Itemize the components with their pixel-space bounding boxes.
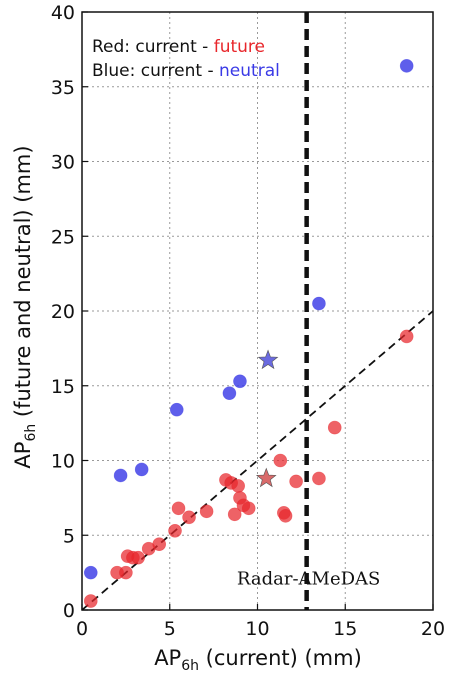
data-points [83, 59, 414, 608]
reference-line [81, 310, 434, 611]
y-tick-label: 25 [51, 226, 75, 248]
x-axis-title-sub: 6h [181, 658, 199, 674]
x-tick-label: 15 [333, 618, 357, 640]
y-axis-title: AP6h (future and neutral) (mm) [11, 145, 39, 468]
blue-data-point [312, 296, 326, 311]
blue-data-point [399, 59, 414, 73]
blue-data-point [169, 402, 184, 417]
y-axis-title-rest: (future and neutral) (mm) [11, 145, 35, 423]
y-tick-label: 35 [51, 77, 75, 99]
grid-lines [82, 12, 433, 610]
red-data-point [168, 523, 182, 538]
x-tick-label: 20 [421, 618, 445, 640]
y-axis-title-main: AP [11, 442, 35, 469]
y-tick-label: 40 [51, 2, 75, 24]
red-data-point [227, 507, 242, 522]
red-data-point [241, 501, 256, 516]
y-tick-label: 10 [51, 451, 75, 473]
y-tick-label: 0 [63, 600, 75, 622]
y-tick-label: 15 [51, 376, 75, 398]
y-tick-label: 20 [51, 301, 75, 323]
red-data-point [152, 537, 167, 552]
x-tick-label: 10 [245, 618, 269, 640]
red-data-point [273, 453, 288, 468]
legend: Red: current - future Blue: current - ne… [92, 37, 280, 81]
x-axis-title: AP6h (current) (mm) [154, 646, 362, 674]
red-data-point [83, 594, 98, 608]
blue-data-point [222, 386, 237, 401]
x-tick-label: 0 [76, 618, 88, 640]
radar-amedas-label: Radar-AMeDAS [237, 569, 380, 590]
x-axis-title-rest: (current) (mm) [199, 646, 362, 670]
legend-line-red: Red: current - future [92, 37, 265, 57]
red-data-point [182, 510, 196, 525]
x-tick-labels: 0 5 10 15 20 [76, 604, 445, 640]
red-data-point [278, 509, 293, 523]
red-data-point [327, 420, 342, 435]
blue-data-point [83, 565, 98, 580]
legend-red-word: future [214, 37, 265, 57]
red-star-marker [255, 467, 277, 488]
blue-star-marker [257, 349, 279, 370]
blue-data-point [233, 374, 247, 389]
y-axis-title-sub: 6h [23, 424, 39, 442]
red-data-point [289, 474, 303, 489]
star-markers [255, 349, 279, 488]
blue-data-point [134, 462, 149, 477]
blue-data-point [113, 468, 128, 483]
legend-blue-prefix: Blue: current - [92, 61, 219, 81]
red-data-point [131, 550, 145, 565]
x-axis-title-main: AP [154, 646, 181, 670]
red-data-point [119, 565, 133, 580]
y-tick-labels: 0 5 10 15 20 25 30 35 40 [51, 2, 88, 622]
red-data-point [231, 479, 245, 493]
y-tick-label: 30 [51, 152, 75, 174]
red-data-point [199, 504, 214, 519]
red-data-point [399, 329, 414, 344]
y-tick-label: 5 [63, 525, 75, 547]
legend-blue-word: neutral [219, 61, 280, 81]
legend-line-blue: Blue: current - neutral [92, 61, 280, 81]
red-data-point [171, 501, 186, 516]
x-tick-label: 5 [164, 618, 176, 640]
legend-red-prefix: Red: current - [92, 37, 214, 57]
red-data-point [312, 471, 326, 486]
